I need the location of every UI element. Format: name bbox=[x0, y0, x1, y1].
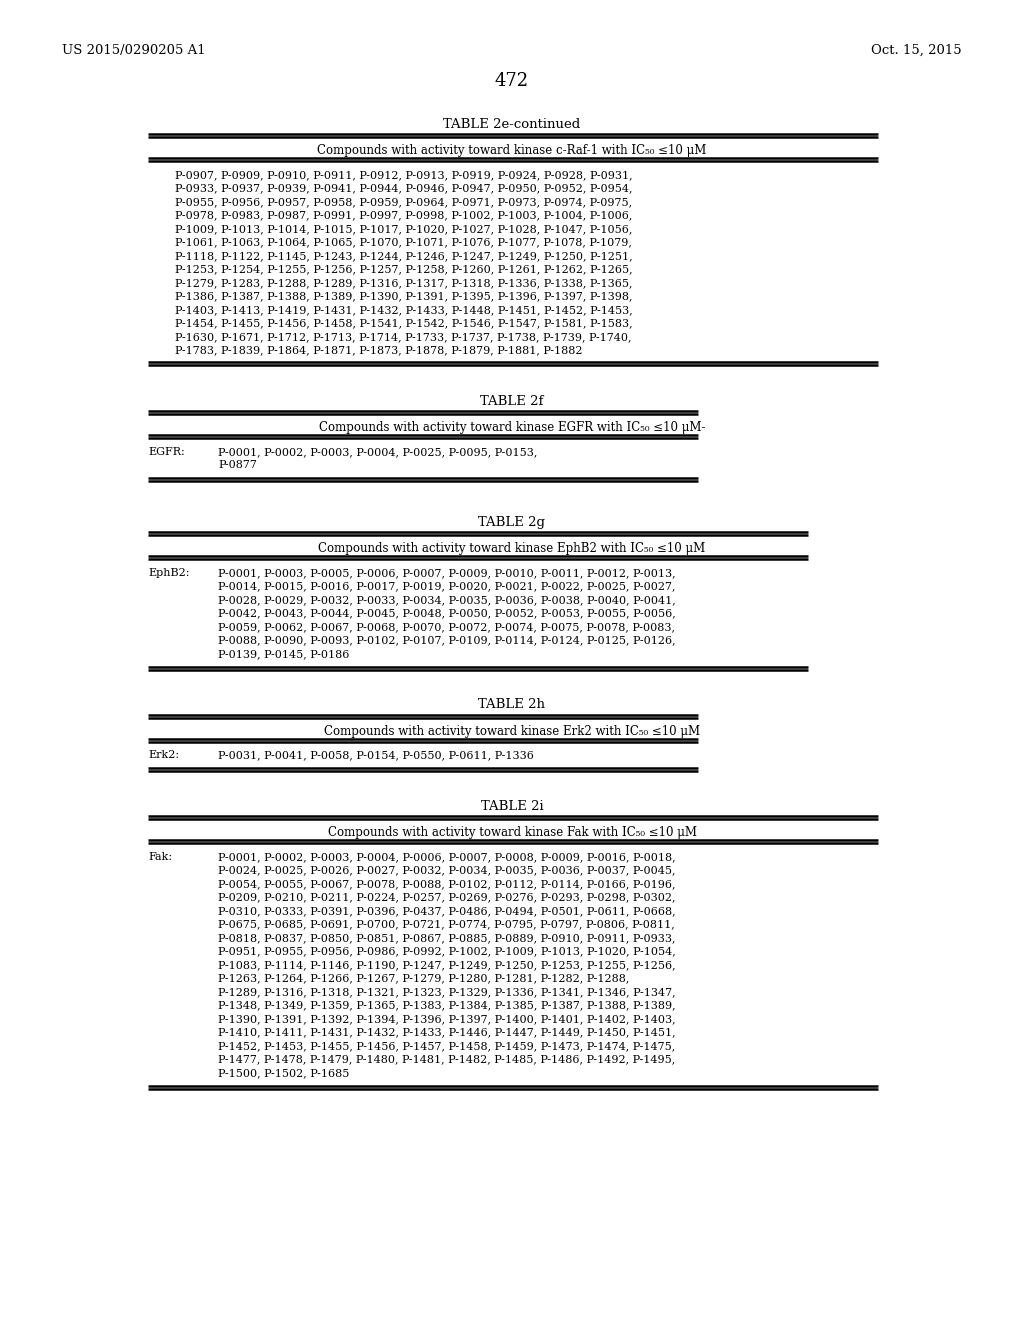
Text: P-0028, P-0029, P-0032, P-0033, P-0034, P-0035, P-0036, P-0038, P-0040, P-0041,: P-0028, P-0029, P-0032, P-0033, P-0034, … bbox=[218, 595, 676, 605]
Text: P-1118, P-1122, P-1145, P-1243, P-1244, P-1246, P-1247, P-1249, P-1250, P-1251,: P-1118, P-1122, P-1145, P-1243, P-1244, … bbox=[175, 251, 633, 261]
Text: TABLE 2g: TABLE 2g bbox=[478, 516, 546, 529]
Text: P-0024, P-0025, P-0026, P-0027, P-0032, P-0034, P-0035, P-0036, P-0037, P-0045,: P-0024, P-0025, P-0026, P-0027, P-0032, … bbox=[218, 866, 676, 875]
Text: P-1061, P-1063, P-1064, P-1065, P-1070, P-1071, P-1076, P-1077, P-1078, P-1079,: P-1061, P-1063, P-1064, P-1065, P-1070, … bbox=[175, 238, 632, 248]
Text: US 2015/0290205 A1: US 2015/0290205 A1 bbox=[62, 44, 206, 57]
Text: P-0955, P-0956, P-0957, P-0958, P-0959, P-0964, P-0971, P-0973, P-0974, P-0975,: P-0955, P-0956, P-0957, P-0958, P-0959, … bbox=[175, 197, 632, 207]
Text: P-0877: P-0877 bbox=[218, 461, 257, 470]
Text: P-1454, P-1455, P-1456, P-1458, P-1541, P-1542, P-1546, P-1547, P-1581, P-1583,: P-1454, P-1455, P-1456, P-1458, P-1541, … bbox=[175, 318, 633, 329]
Text: P-0059, P-0062, P-0067, P-0068, P-0070, P-0072, P-0074, P-0075, P-0078, P-0083,: P-0059, P-0062, P-0067, P-0068, P-0070, … bbox=[218, 622, 675, 632]
Text: Compounds with activity toward kinase EphB2 with IC₅₀ ≤10 μM: Compounds with activity toward kinase Ep… bbox=[318, 543, 706, 554]
Text: P-0818, P-0837, P-0850, P-0851, P-0867, P-0885, P-0889, P-0910, P-0911, P-0933,: P-0818, P-0837, P-0850, P-0851, P-0867, … bbox=[218, 933, 676, 942]
Text: Erk2:: Erk2: bbox=[148, 751, 179, 760]
Text: P-0310, P-0333, P-0391, P-0396, P-0437, P-0486, P-0494, P-0501, P-0611, P-0668,: P-0310, P-0333, P-0391, P-0396, P-0437, … bbox=[218, 906, 676, 916]
Text: P-1452, P-1453, P-1455, P-1456, P-1457, P-1458, P-1459, P-1473, P-1474, P-1475,: P-1452, P-1453, P-1455, P-1456, P-1457, … bbox=[218, 1041, 675, 1051]
Text: P-1500, P-1502, P-1685: P-1500, P-1502, P-1685 bbox=[218, 1068, 349, 1078]
Text: P-0088, P-0090, P-0093, P-0102, P-0107, P-0109, P-0114, P-0124, P-0125, P-0126,: P-0088, P-0090, P-0093, P-0102, P-0107, … bbox=[218, 635, 676, 645]
Text: P-1279, P-1283, P-1288, P-1289, P-1316, P-1317, P-1318, P-1336, P-1338, P-1365,: P-1279, P-1283, P-1288, P-1289, P-1316, … bbox=[175, 279, 633, 288]
Text: P-0001, P-0002, P-0003, P-0004, P-0006, P-0007, P-0008, P-0009, P-0016, P-0018,: P-0001, P-0002, P-0003, P-0004, P-0006, … bbox=[218, 851, 676, 862]
Text: P-0209, P-0210, P-0211, P-0224, P-0257, P-0269, P-0276, P-0293, P-0298, P-0302,: P-0209, P-0210, P-0211, P-0224, P-0257, … bbox=[218, 892, 676, 903]
Text: Fak:: Fak: bbox=[148, 851, 172, 862]
Text: P-1403, P-1413, P-1419, P-1431, P-1432, P-1433, P-1448, P-1451, P-1452, P-1453,: P-1403, P-1413, P-1419, P-1431, P-1432, … bbox=[175, 305, 633, 315]
Text: 472: 472 bbox=[495, 73, 529, 90]
Text: P-0001, P-0002, P-0003, P-0004, P-0025, P-0095, P-0153,: P-0001, P-0002, P-0003, P-0004, P-0025, … bbox=[218, 447, 538, 457]
Text: EphB2:: EphB2: bbox=[148, 568, 189, 578]
Text: P-1289, P-1316, P-1318, P-1321, P-1323, P-1329, P-1336, P-1341, P-1346, P-1347,: P-1289, P-1316, P-1318, P-1321, P-1323, … bbox=[218, 987, 676, 997]
Text: TABLE 2i: TABLE 2i bbox=[480, 800, 544, 813]
Text: P-1348, P-1349, P-1359, P-1365, P-1383, P-1384, P-1385, P-1387, P-1388, P-1389,: P-1348, P-1349, P-1359, P-1365, P-1383, … bbox=[218, 1001, 676, 1011]
Text: P-1390, P-1391, P-1392, P-1394, P-1396, P-1397, P-1400, P-1401, P-1402, P-1403,: P-1390, P-1391, P-1392, P-1394, P-1396, … bbox=[218, 1014, 676, 1024]
Text: Compounds with activity toward kinase EGFR with IC₅₀ ≤10 μM-: Compounds with activity toward kinase EG… bbox=[318, 421, 706, 434]
Text: TABLE 2h: TABLE 2h bbox=[478, 698, 546, 711]
Text: P-1009, P-1013, P-1014, P-1015, P-1017, P-1020, P-1027, P-1028, P-1047, P-1056,: P-1009, P-1013, P-1014, P-1015, P-1017, … bbox=[175, 224, 633, 234]
Text: P-0014, P-0015, P-0016, P-0017, P-0019, P-0020, P-0021, P-0022, P-0025, P-0027,: P-0014, P-0015, P-0016, P-0017, P-0019, … bbox=[218, 582, 676, 591]
Text: P-0031, P-0041, P-0058, P-0154, P-0550, P-0611, P-1336: P-0031, P-0041, P-0058, P-0154, P-0550, … bbox=[218, 751, 534, 760]
Text: Oct. 15, 2015: Oct. 15, 2015 bbox=[871, 44, 962, 57]
Text: P-0054, P-0055, P-0067, P-0078, P-0088, P-0102, P-0112, P-0114, P-0166, P-0196,: P-0054, P-0055, P-0067, P-0078, P-0088, … bbox=[218, 879, 676, 888]
Text: P-0042, P-0043, P-0044, P-0045, P-0048, P-0050, P-0052, P-0053, P-0055, P-0056,: P-0042, P-0043, P-0044, P-0045, P-0048, … bbox=[218, 609, 676, 619]
Text: P-1410, P-1411, P-1431, P-1432, P-1433, P-1446, P-1447, P-1449, P-1450, P-1451,: P-1410, P-1411, P-1431, P-1432, P-1433, … bbox=[218, 1027, 676, 1038]
Text: Compounds with activity toward kinase c-Raf-1 with IC₅₀ ≤10 μM: Compounds with activity toward kinase c-… bbox=[317, 144, 707, 157]
Text: P-0907, P-0909, P-0910, P-0911, P-0912, P-0913, P-0919, P-0924, P-0928, P-0931,: P-0907, P-0909, P-0910, P-0911, P-0912, … bbox=[175, 170, 633, 180]
Text: P-1630, P-1671, P-1712, P-1713, P-1714, P-1733, P-1737, P-1738, P-1739, P-1740,: P-1630, P-1671, P-1712, P-1713, P-1714, … bbox=[175, 333, 632, 342]
Text: P-0951, P-0955, P-0956, P-0986, P-0992, P-1002, P-1009, P-1013, P-1020, P-1054,: P-0951, P-0955, P-0956, P-0986, P-0992, … bbox=[218, 946, 676, 957]
Text: P-1386, P-1387, P-1388, P-1389, P-1390, P-1391, P-1395, P-1396, P-1397, P-1398,: P-1386, P-1387, P-1388, P-1389, P-1390, … bbox=[175, 292, 633, 301]
Text: P-0978, P-0983, P-0987, P-0991, P-0997, P-0998, P-1002, P-1003, P-1004, P-1006,: P-0978, P-0983, P-0987, P-0991, P-0997, … bbox=[175, 210, 633, 220]
Text: Compounds with activity toward kinase Fak with IC₅₀ ≤10 μM: Compounds with activity toward kinase Fa… bbox=[328, 826, 696, 840]
Text: P-0675, P-0685, P-0691, P-0700, P-0721, P-0774, P-0795, P-0797, P-0806, P-0811,: P-0675, P-0685, P-0691, P-0700, P-0721, … bbox=[218, 920, 675, 929]
Text: P-1253, P-1254, P-1255, P-1256, P-1257, P-1258, P-1260, P-1261, P-1262, P-1265,: P-1253, P-1254, P-1255, P-1256, P-1257, … bbox=[175, 264, 633, 275]
Text: P-1477, P-1478, P-1479, P-1480, P-1481, P-1482, P-1485, P-1486, P-1492, P-1495,: P-1477, P-1478, P-1479, P-1480, P-1481, … bbox=[218, 1055, 675, 1064]
Text: P-0001, P-0003, P-0005, P-0006, P-0007, P-0009, P-0010, P-0011, P-0012, P-0013,: P-0001, P-0003, P-0005, P-0006, P-0007, … bbox=[218, 568, 676, 578]
Text: EGFR:: EGFR: bbox=[148, 447, 184, 457]
Text: P-1783, P-1839, P-1864, P-1871, P-1873, P-1878, P-1879, P-1881, P-1882: P-1783, P-1839, P-1864, P-1871, P-1873, … bbox=[175, 346, 583, 355]
Text: P-1263, P-1264, P-1266, P-1267, P-1279, P-1280, P-1281, P-1282, P-1288,: P-1263, P-1264, P-1266, P-1267, P-1279, … bbox=[218, 974, 630, 983]
Text: P-0139, P-0145, P-0186: P-0139, P-0145, P-0186 bbox=[218, 649, 349, 659]
Text: TABLE 2e-continued: TABLE 2e-continued bbox=[443, 117, 581, 131]
Text: TABLE 2f: TABLE 2f bbox=[480, 395, 544, 408]
Text: Compounds with activity toward kinase Erk2 with IC₅₀ ≤10 μM: Compounds with activity toward kinase Er… bbox=[324, 725, 700, 738]
Text: P-1083, P-1114, P-1146, P-1190, P-1247, P-1249, P-1250, P-1253, P-1255, P-1256,: P-1083, P-1114, P-1146, P-1190, P-1247, … bbox=[218, 960, 676, 970]
Text: P-0933, P-0937, P-0939, P-0941, P-0944, P-0946, P-0947, P-0950, P-0952, P-0954,: P-0933, P-0937, P-0939, P-0941, P-0944, … bbox=[175, 183, 633, 194]
